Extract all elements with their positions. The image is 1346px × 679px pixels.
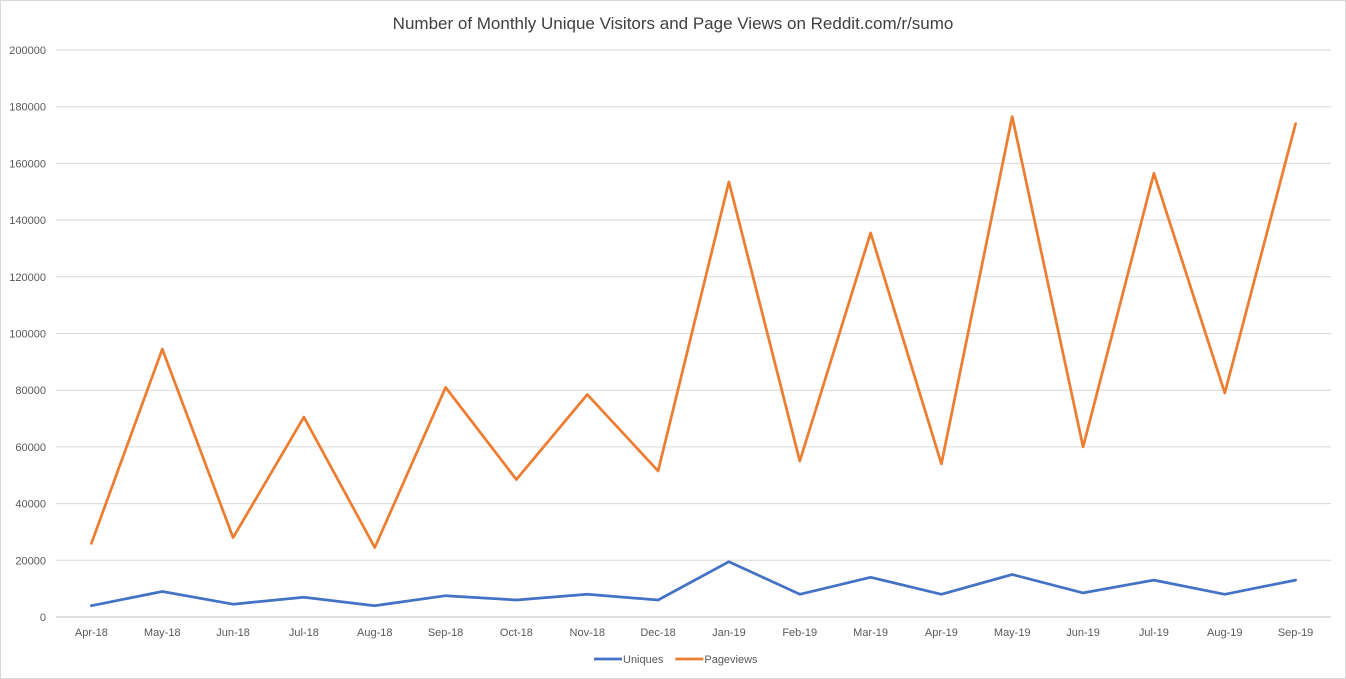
x-tick-label: Jun-19 bbox=[1066, 627, 1100, 639]
x-tick-label: Jul-19 bbox=[1139, 627, 1169, 639]
x-axis-ticks: Apr-18 May-18 Jun-18 Jul-18 Aug-18 Sep-18 Oct-… bbox=[75, 627, 1313, 639]
x-tick-label: Feb-19 bbox=[782, 627, 817, 639]
y-tick-label: 200000 bbox=[9, 45, 46, 57]
y-tick-label: 80000 bbox=[15, 385, 46, 397]
y-tick-label: 60000 bbox=[15, 442, 46, 454]
x-tick-label: Oct-18 bbox=[500, 627, 533, 639]
x-tick-label: Jul-18 bbox=[289, 627, 319, 639]
chart-title: Number of Monthly Unique Visitors and Pa… bbox=[393, 14, 954, 33]
x-tick-label: Apr-18 bbox=[75, 627, 108, 639]
x-tick-label: Apr-19 bbox=[925, 627, 958, 639]
y-tick-label: 120000 bbox=[9, 272, 46, 284]
x-tick-label: Aug-19 bbox=[1207, 627, 1242, 639]
x-tick-label: Sep-18 bbox=[428, 627, 463, 639]
gridlines bbox=[56, 49, 1331, 618]
y-tick-label: 0 bbox=[40, 612, 46, 624]
series-lines bbox=[90, 115, 1297, 608]
y-tick-label: 40000 bbox=[15, 499, 46, 511]
x-tick-label: May-19 bbox=[994, 627, 1031, 639]
x-tick-label: Aug-18 bbox=[357, 627, 392, 639]
y-tick-label: 160000 bbox=[9, 158, 46, 170]
x-tick-label: May-18 bbox=[144, 627, 181, 639]
legend: Uniques Pageviews bbox=[594, 654, 758, 666]
x-tick-label: Jun-18 bbox=[216, 627, 250, 639]
legend-item-uniques: Uniques bbox=[594, 654, 664, 666]
x-tick-label: Mar-19 bbox=[853, 627, 888, 639]
x-tick-label: Jan-19 bbox=[712, 627, 746, 639]
x-tick-label: Sep-19 bbox=[1278, 627, 1313, 639]
legend-item-pageviews: Pageviews bbox=[675, 654, 758, 666]
x-tick-label: Dec-18 bbox=[640, 627, 675, 639]
x-tick-label: Nov-18 bbox=[570, 627, 605, 639]
y-axis-ticks: 0 20000 40000 60000 80000 100000 120000 140000 1… bbox=[9, 45, 46, 624]
y-tick-label: 20000 bbox=[15, 555, 46, 567]
y-tick-label: 140000 bbox=[9, 215, 46, 227]
y-tick-label: 180000 bbox=[9, 102, 46, 114]
series-line-pageviews bbox=[90, 115, 1297, 549]
y-tick-label: 100000 bbox=[9, 329, 46, 341]
legend-label: Pageviews bbox=[704, 654, 758, 666]
series-line-uniques bbox=[90, 560, 1297, 608]
legend-label: Uniques bbox=[623, 654, 664, 666]
